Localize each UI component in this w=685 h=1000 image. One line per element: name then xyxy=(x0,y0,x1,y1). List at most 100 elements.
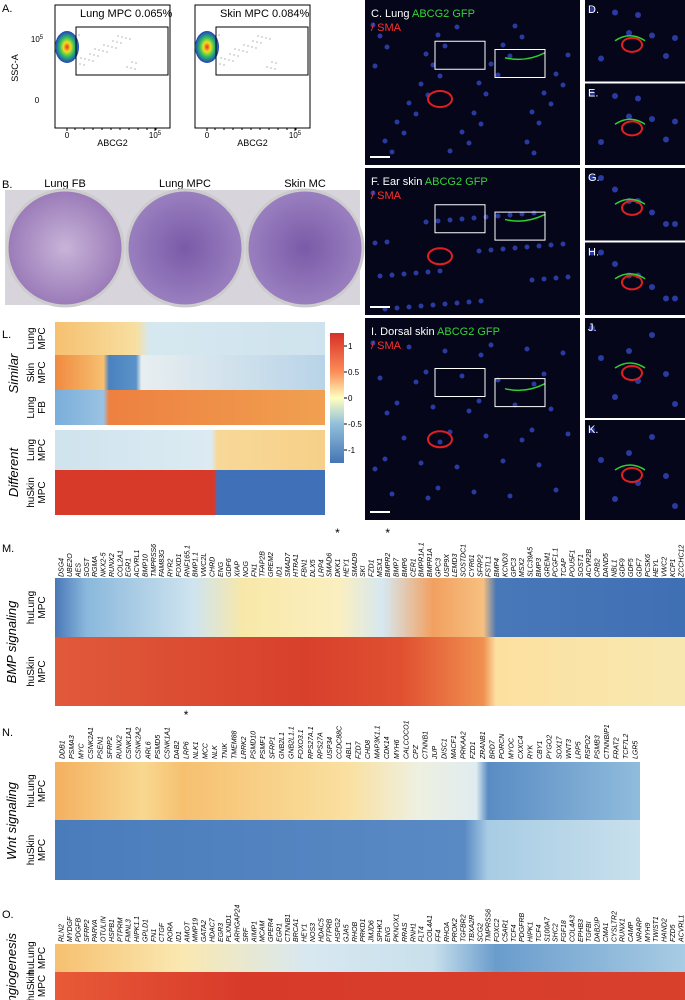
gene-label: ID1 xyxy=(176,931,183,942)
gene-label: KCP1 xyxy=(670,559,677,577)
gene-label: NLK1 xyxy=(193,741,200,759)
nucleus xyxy=(663,295,669,302)
gene-label: MSX2 xyxy=(519,558,526,577)
gene-label: GDF5 xyxy=(628,558,635,577)
gene-label: KCND3 xyxy=(502,553,509,577)
nucleus xyxy=(389,149,395,155)
gene-label: RYK xyxy=(528,745,535,759)
gate-label: Lung MPC 0.065% xyxy=(80,8,173,20)
x-tick-label: 0 xyxy=(65,131,70,140)
gene-label: NLK xyxy=(212,745,219,759)
gene-label: SRF xyxy=(243,927,250,942)
gene-label: BRD7 xyxy=(489,739,496,759)
nucleus xyxy=(507,53,513,59)
heatmap-row xyxy=(55,470,325,515)
nucleus xyxy=(541,371,547,377)
event-dot xyxy=(112,40,114,42)
nucleus xyxy=(466,408,472,414)
nucleus xyxy=(672,401,678,407)
gene-label: GPER4 xyxy=(268,918,275,942)
gene-label: MMP19 xyxy=(193,918,200,942)
nucleus xyxy=(483,214,489,220)
nucleus xyxy=(406,344,412,350)
caption-part: ABCG2 GFP xyxy=(425,176,488,188)
gene-label: DDB1 xyxy=(59,740,66,759)
gene-label: PRKD1 xyxy=(360,919,367,942)
event-dot xyxy=(237,55,239,57)
row-label: huLung xyxy=(26,591,37,624)
gene-label: SFRP2 xyxy=(84,919,91,942)
nucleus xyxy=(430,302,436,308)
inset xyxy=(585,420,685,520)
gene-label: DAB2 xyxy=(174,741,181,759)
event-dot xyxy=(94,48,96,50)
nucleus xyxy=(377,33,383,39)
gfp-cell xyxy=(504,383,546,392)
nucleus xyxy=(413,379,419,385)
gene-label: ZCCHC12 xyxy=(678,545,685,578)
gene-label: RNF165.1 xyxy=(184,545,191,577)
heatmap-row xyxy=(55,390,325,425)
nucleus xyxy=(598,139,604,145)
nucleus xyxy=(626,348,632,354)
nucleus xyxy=(524,244,530,250)
x-tick-label: 105 xyxy=(149,131,162,140)
gene-label: RGMA xyxy=(92,556,99,577)
gene-label: SOST1 xyxy=(578,554,585,577)
nucleus xyxy=(483,433,489,439)
gene-label: ENG xyxy=(218,561,225,577)
row-label: MPC xyxy=(37,660,48,682)
gene-label: RUNX1 xyxy=(620,918,627,942)
row-label: MPC xyxy=(37,839,48,861)
nucleus xyxy=(598,55,604,62)
nucleus xyxy=(663,473,669,479)
gene-label: PROK2 xyxy=(452,918,459,942)
gene-label: DISC1 xyxy=(442,738,449,759)
nucleus xyxy=(553,275,559,281)
caption-part: ABCG2 GFP xyxy=(437,326,500,338)
gene-label: SFRP1 xyxy=(270,736,277,759)
gene-label: CTNNB1 xyxy=(285,914,292,942)
gene-label: RORA xyxy=(168,921,175,942)
gene-label: PDGFRB xyxy=(519,913,526,943)
gene-label: LRP5 xyxy=(575,741,582,759)
nucleus xyxy=(649,284,655,290)
nucleus xyxy=(466,140,472,146)
gene-label: JUP xyxy=(432,745,439,760)
gfp-cell xyxy=(614,464,646,471)
gene-label: LRP6 xyxy=(184,741,191,759)
gene-label: TMPRSS6 xyxy=(486,909,493,942)
inset-label: D. xyxy=(588,4,599,16)
heatmap-row xyxy=(55,637,685,706)
gene-label: HTRA1 xyxy=(293,554,300,577)
row-label: MPC xyxy=(37,481,48,503)
nucleus xyxy=(626,450,632,456)
tick-exp: 5 xyxy=(158,131,162,137)
gene-label: TNIK xyxy=(222,743,229,759)
nucleus xyxy=(553,487,559,493)
nucleus xyxy=(507,212,513,218)
gene-label: SFRP2 xyxy=(107,736,114,759)
gene-label: TMPRSS6 xyxy=(151,544,158,577)
nucleus xyxy=(519,211,525,217)
event-dot xyxy=(98,49,100,51)
event-dot xyxy=(120,42,122,44)
nucleus xyxy=(598,175,604,181)
colorbar-label: 0 xyxy=(348,394,353,403)
nucleus xyxy=(401,130,407,136)
event-dot xyxy=(229,53,231,55)
nucleus xyxy=(435,32,441,38)
nucleus xyxy=(565,52,571,58)
gene-label: RHOA xyxy=(444,921,451,942)
nucleus xyxy=(476,248,482,254)
event-dot xyxy=(224,58,226,60)
gene-label: EGR3 xyxy=(218,923,225,942)
vessel xyxy=(621,274,643,291)
nucleus xyxy=(488,247,494,253)
event-dot xyxy=(88,59,90,61)
row-label: huSkin xyxy=(26,971,37,1000)
nucleus xyxy=(589,249,595,256)
cell-population xyxy=(55,31,79,63)
event-dot xyxy=(251,46,253,48)
dish xyxy=(245,188,365,308)
